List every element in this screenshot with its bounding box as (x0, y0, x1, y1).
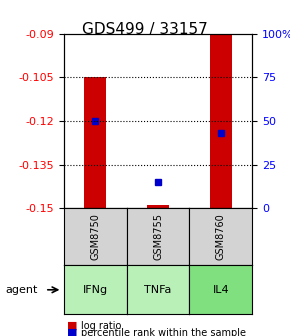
Text: agent: agent (6, 285, 38, 295)
Text: GSM8750: GSM8750 (90, 213, 100, 260)
Text: GSM8760: GSM8760 (216, 213, 226, 260)
Bar (147, 205, 169, 208)
Bar (210, 34, 232, 208)
Text: GSM8755: GSM8755 (153, 213, 163, 260)
Bar (84, 77, 106, 208)
Text: GDS499 / 33157: GDS499 / 33157 (82, 22, 208, 37)
Text: ■: ■ (67, 328, 77, 336)
Text: ■: ■ (67, 321, 77, 331)
Text: log ratio: log ratio (81, 321, 122, 331)
Text: TNFa: TNFa (144, 285, 172, 295)
Text: IFNg: IFNg (83, 285, 108, 295)
Text: percentile rank within the sample: percentile rank within the sample (81, 328, 246, 336)
Text: IL4: IL4 (213, 285, 229, 295)
